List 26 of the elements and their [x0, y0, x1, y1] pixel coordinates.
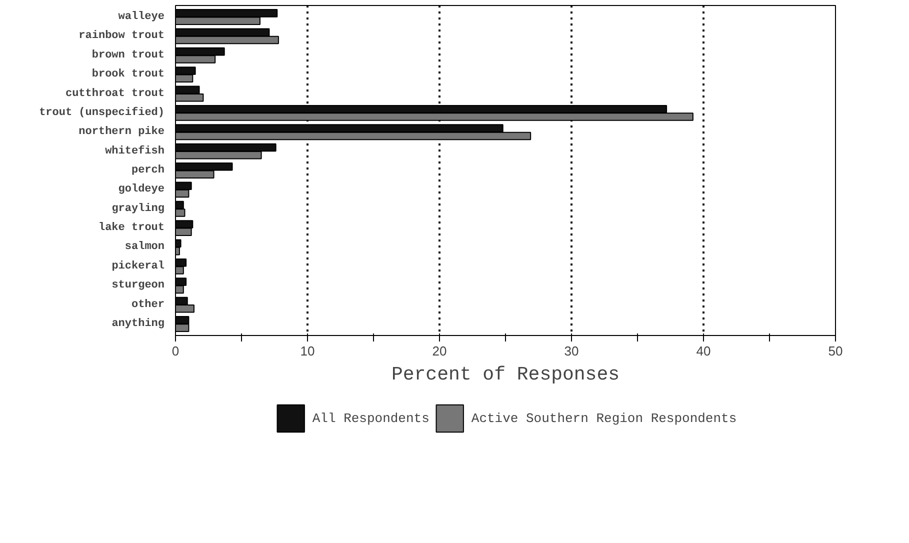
y-tick-label: goldeye	[118, 184, 165, 196]
y-tick-label: salmon	[124, 241, 165, 254]
y-tick-label: trout (unspecified)	[39, 106, 164, 119]
y-tick-label: sturgeon	[112, 280, 165, 292]
x-tick-label: 10	[300, 344, 315, 358]
y-tick-label: walleye	[118, 11, 165, 24]
y-tick-label: northern pike	[78, 126, 165, 138]
x-axis-title: Percent of Responses	[391, 364, 620, 386]
x-tick-label: 0	[172, 344, 180, 358]
y-tick-label: perch	[131, 164, 165, 176]
y-tick-label: cutthroat trout	[65, 88, 165, 100]
y-tick-label: rainbow trout	[78, 30, 165, 42]
y-tick-label: brook trout	[92, 68, 165, 81]
x-tick-label: 50	[828, 344, 843, 358]
x-tick-label: 20	[432, 344, 447, 358]
y-tick-label: anything	[112, 318, 165, 330]
y-tick-label: grayling	[112, 202, 165, 215]
y-tick-label: whitefish	[105, 144, 165, 158]
x-tick-label: 40	[696, 344, 711, 358]
y-tick-label: brown trout	[92, 49, 165, 62]
y-tick-label: lake trout	[98, 222, 165, 234]
y-tick-label: other	[131, 298, 165, 311]
y-tick-label: pickeral	[112, 260, 165, 272]
legend-label: All Respondents	[312, 410, 430, 426]
x-tick-label: 30	[564, 344, 579, 358]
legend-label: Active Southern Region Respondents	[471, 410, 737, 426]
